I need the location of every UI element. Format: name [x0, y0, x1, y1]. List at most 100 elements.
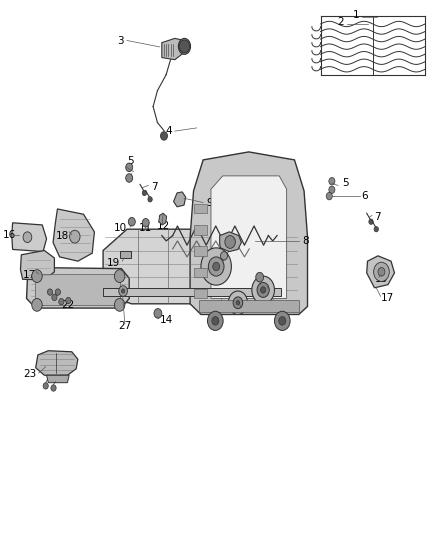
- Polygon shape: [103, 288, 282, 296]
- Polygon shape: [159, 213, 166, 225]
- Circle shape: [236, 301, 240, 305]
- Text: 14: 14: [159, 315, 173, 325]
- Text: 28: 28: [210, 257, 223, 267]
- Circle shape: [208, 257, 224, 276]
- Polygon shape: [211, 176, 286, 298]
- Polygon shape: [190, 152, 307, 314]
- Text: 23: 23: [23, 369, 36, 379]
- Text: 10: 10: [113, 223, 127, 233]
- Polygon shape: [12, 223, 46, 252]
- Text: 11: 11: [139, 223, 152, 233]
- Circle shape: [257, 282, 269, 297]
- Text: 20: 20: [244, 289, 257, 299]
- Circle shape: [114, 270, 125, 282]
- Text: 22: 22: [61, 300, 74, 310]
- Polygon shape: [194, 204, 208, 213]
- Circle shape: [142, 190, 147, 196]
- Text: 2: 2: [337, 18, 344, 27]
- Circle shape: [261, 287, 266, 293]
- Circle shape: [160, 132, 167, 140]
- Circle shape: [70, 230, 80, 243]
- Polygon shape: [46, 375, 69, 383]
- Polygon shape: [199, 300, 299, 312]
- Polygon shape: [53, 209, 95, 261]
- Circle shape: [126, 163, 133, 172]
- Circle shape: [374, 262, 389, 281]
- Polygon shape: [367, 256, 395, 288]
- Circle shape: [179, 40, 190, 53]
- Circle shape: [66, 297, 71, 304]
- Polygon shape: [194, 268, 208, 277]
- Circle shape: [126, 174, 133, 182]
- Polygon shape: [103, 229, 299, 304]
- Circle shape: [256, 272, 264, 282]
- Text: 9: 9: [207, 198, 213, 207]
- Circle shape: [51, 385, 56, 391]
- Circle shape: [52, 294, 57, 301]
- Polygon shape: [194, 289, 208, 298]
- Text: 13: 13: [235, 236, 249, 246]
- Circle shape: [228, 291, 247, 314]
- Polygon shape: [35, 274, 120, 305]
- Text: 17: 17: [23, 270, 36, 280]
- Circle shape: [213, 262, 220, 271]
- Circle shape: [275, 311, 290, 330]
- Polygon shape: [120, 251, 131, 258]
- Text: 27: 27: [118, 321, 131, 331]
- Circle shape: [369, 219, 373, 224]
- Circle shape: [221, 252, 227, 260]
- Text: 5: 5: [343, 179, 349, 188]
- Circle shape: [55, 289, 60, 295]
- Circle shape: [326, 192, 332, 200]
- Polygon shape: [173, 192, 186, 207]
- Circle shape: [121, 289, 125, 293]
- Circle shape: [114, 298, 125, 311]
- Circle shape: [32, 270, 42, 282]
- Text: 8: 8: [302, 236, 308, 246]
- Circle shape: [148, 197, 152, 202]
- Text: 21: 21: [243, 304, 256, 314]
- Circle shape: [142, 219, 149, 227]
- Polygon shape: [162, 38, 184, 60]
- Circle shape: [378, 268, 385, 276]
- Text: 7: 7: [151, 182, 158, 191]
- Ellipse shape: [178, 38, 191, 54]
- Circle shape: [201, 248, 231, 285]
- Circle shape: [119, 286, 127, 296]
- Text: 1: 1: [353, 10, 360, 20]
- Polygon shape: [194, 246, 208, 256]
- Circle shape: [59, 298, 64, 305]
- Circle shape: [374, 227, 378, 232]
- Circle shape: [233, 297, 243, 309]
- Circle shape: [225, 236, 235, 248]
- Circle shape: [329, 177, 335, 185]
- Text: 17: 17: [381, 294, 394, 303]
- Circle shape: [252, 276, 275, 304]
- Text: 3: 3: [117, 36, 124, 45]
- Text: 14: 14: [262, 282, 276, 292]
- Text: 18: 18: [56, 231, 69, 240]
- Circle shape: [279, 317, 286, 325]
- Circle shape: [128, 217, 135, 226]
- Polygon shape: [194, 225, 208, 235]
- Polygon shape: [21, 251, 54, 280]
- Text: 15: 15: [375, 274, 388, 284]
- Text: 4: 4: [165, 126, 172, 136]
- Circle shape: [154, 309, 162, 318]
- Text: 5: 5: [127, 156, 134, 166]
- Text: 7: 7: [374, 213, 381, 222]
- Circle shape: [329, 186, 335, 193]
- Circle shape: [212, 317, 219, 325]
- Text: 6: 6: [361, 191, 368, 201]
- Polygon shape: [220, 232, 241, 252]
- Text: 19: 19: [106, 259, 120, 268]
- Circle shape: [32, 298, 42, 311]
- Polygon shape: [27, 268, 129, 308]
- Circle shape: [208, 311, 223, 330]
- Polygon shape: [35, 351, 78, 375]
- Text: 16: 16: [3, 230, 16, 239]
- Circle shape: [23, 232, 32, 243]
- Text: 12: 12: [156, 221, 170, 231]
- Circle shape: [47, 289, 53, 295]
- Circle shape: [43, 383, 48, 389]
